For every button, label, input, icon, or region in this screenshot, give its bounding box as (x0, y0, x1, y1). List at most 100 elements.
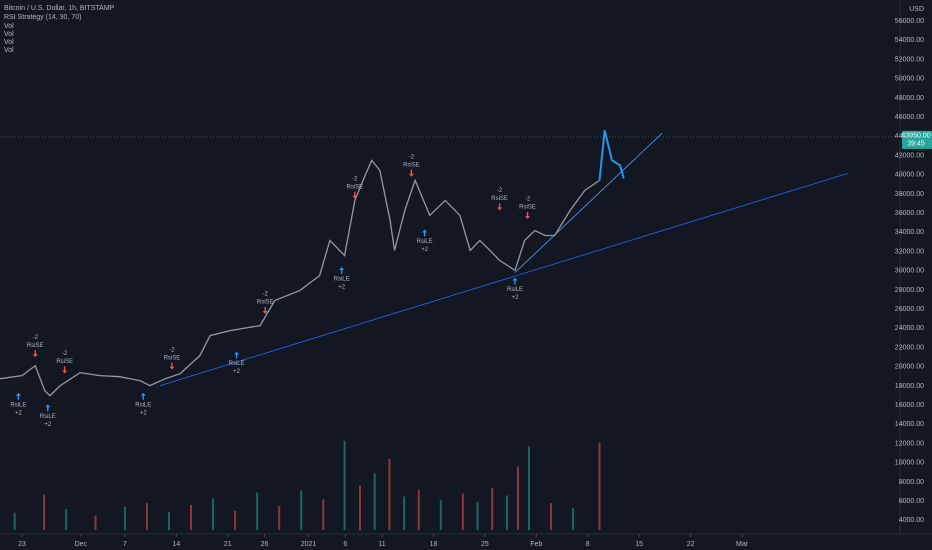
x-tick-label: 6 (343, 541, 347, 548)
signal-qty: +2 (233, 369, 241, 375)
x-tick-label: Dec (75, 541, 88, 548)
x-tick-label: 18 (430, 541, 438, 548)
signal-label: RsiSE (164, 355, 181, 361)
volume-bar (145, 503, 148, 530)
x-tick-label: Feb (530, 541, 542, 548)
volume-bar (123, 506, 126, 530)
volume-bar (491, 487, 494, 530)
signal-qty: +2 (512, 295, 520, 301)
y-tick-label: 22000.00 (895, 344, 924, 351)
y-tick-label: 56000.00 (895, 18, 924, 25)
x-tick-label: 26 (261, 541, 269, 548)
y-tick-label: 32000.00 (895, 248, 924, 255)
volume-bar (278, 506, 281, 530)
x-tick-label: 14 (172, 541, 180, 548)
signal-arrow (45, 404, 51, 412)
countdown: 39:45 (907, 141, 925, 148)
signal-qty: +2 (44, 422, 52, 428)
x-tick-label: 2021 (301, 541, 317, 548)
signal-label: RsiLE (40, 414, 56, 420)
volume-bar (505, 495, 508, 530)
volume-bar (550, 503, 553, 530)
volume-bar (516, 466, 519, 530)
signal-label: RsiSE (519, 205, 536, 211)
signal-qty: +2 (338, 285, 346, 291)
signal-arrow (339, 266, 345, 274)
price-line (0, 159, 600, 397)
volume-bar (476, 502, 479, 530)
price-line (598, 130, 625, 181)
signal-label: RsiSE (56, 359, 73, 365)
signal-arrow (408, 169, 414, 177)
volume-bar (256, 492, 259, 530)
y-tick-label: 48000.00 (895, 95, 924, 102)
signal-qty: -2 (263, 292, 269, 298)
y-tick-label: 34000.00 (895, 229, 924, 236)
volume-bar (572, 507, 575, 530)
signal-qty: +2 (15, 410, 23, 416)
volume-bar (167, 511, 170, 530)
x-tick-label: Mar (736, 541, 749, 548)
volume-bar (359, 485, 361, 530)
indicator-label: Vol (4, 47, 14, 54)
volume-bar (403, 496, 406, 530)
volume-bar (343, 440, 346, 530)
x-tick-label: 23 (18, 541, 26, 548)
signal-label: RsiLE (135, 402, 151, 408)
indicator-label: Vol (4, 39, 14, 46)
signal-qty: -2 (409, 154, 415, 160)
signal-label: RsiLE (417, 239, 433, 245)
signal-arrow (497, 203, 503, 211)
volume-bar (65, 508, 68, 530)
signal-arrow (169, 362, 175, 370)
x-tick-label: 21 (224, 541, 232, 548)
volume-bar (461, 493, 464, 530)
last-price-label: 43950.00 (901, 133, 930, 140)
signal-qty: -2 (169, 347, 175, 353)
signal-arrow (525, 211, 531, 219)
signal-arrow (62, 366, 68, 374)
chart-title: Bitcoin / U.S. Dollar, 1h, BITSTAMP (4, 5, 115, 12)
volume-bar (212, 498, 215, 530)
signal-label: RsiLE (334, 277, 350, 283)
volume-bar (373, 473, 376, 530)
signal-arrow (352, 191, 358, 199)
signal-arrow (512, 277, 518, 285)
y-tick-label: 26000.00 (895, 306, 924, 313)
signal-qty: -2 (497, 188, 503, 194)
signal-label: RsiLE (10, 402, 26, 408)
signal-label: RsiSE (491, 196, 508, 202)
volume-bar (598, 442, 601, 530)
volume-bar (322, 499, 325, 530)
y-tick-label: 16000.00 (895, 402, 924, 409)
x-tick-label: 25 (481, 541, 489, 548)
signal-qty: +2 (421, 247, 429, 253)
x-tick-label: 15 (635, 541, 643, 548)
signal-label: RsiLE (507, 287, 523, 293)
volume-bar (13, 512, 16, 530)
volume-bar (439, 500, 442, 530)
x-tick-label: 22 (687, 541, 695, 548)
y-tick-label: 38000.00 (895, 191, 924, 198)
y-tick-label: 42000.00 (895, 152, 924, 159)
signal-label: RsiSE (403, 162, 420, 168)
signal-arrow (32, 350, 38, 358)
y-tick-label: 28000.00 (895, 287, 924, 294)
y-tick-label: 8000.00 (899, 479, 924, 486)
y-tick-label: 10000.00 (895, 460, 924, 467)
y-tick-label: 46000.00 (895, 114, 924, 121)
volume-bar (234, 510, 237, 530)
indicator-label: RSI Strategy (14, 30, 70) (4, 14, 81, 21)
volume-bar (43, 494, 46, 530)
signal-arrow (234, 351, 240, 359)
signal-label: RsiSE (257, 300, 274, 306)
signal-arrow (422, 229, 428, 237)
signal-qty: -2 (525, 197, 531, 203)
signal-label: RsiSE (27, 343, 44, 349)
y-tick-label: 4000.00 (899, 517, 924, 524)
x-tick-label: 8 (586, 541, 590, 548)
x-tick-label: 11 (378, 541, 385, 548)
last-price-box (902, 130, 932, 149)
